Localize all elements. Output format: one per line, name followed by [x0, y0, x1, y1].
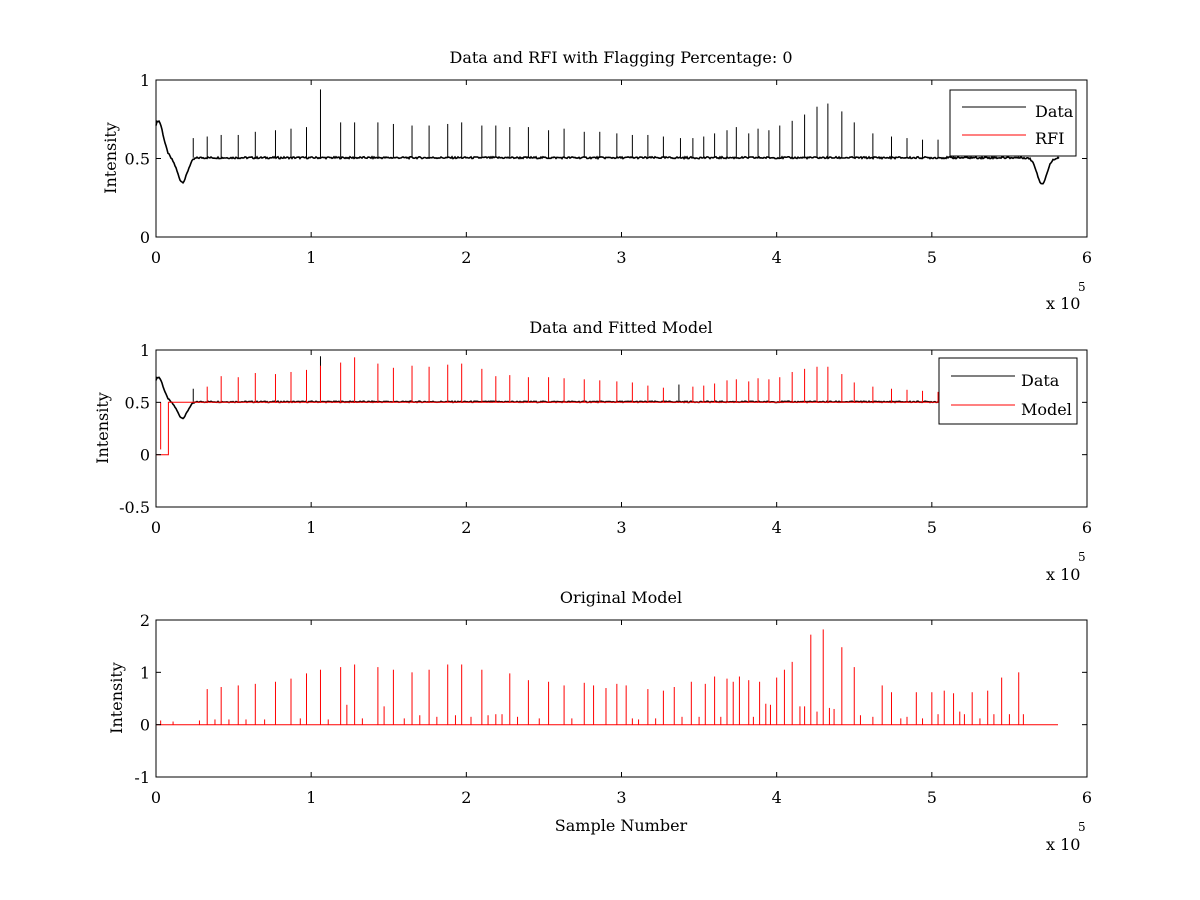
x-tick-label: 2	[461, 248, 471, 267]
x-tick-label: 4	[772, 788, 782, 807]
chart-title: Data and RFI with Flagging Percentage: 0	[449, 48, 792, 67]
x-tick-label: 2	[461, 788, 471, 807]
legend: Data Model	[938, 357, 1078, 425]
y-axis-label: Intensity	[101, 122, 120, 194]
y-tick-label: 1	[140, 71, 150, 90]
chart-title: Data and Fitted Model	[529, 318, 712, 337]
y-tick-label: 1	[140, 663, 150, 682]
x-tick-label: 3	[616, 248, 626, 267]
series-layer	[156, 629, 1058, 726]
legend-box	[938, 357, 1078, 425]
x-tick-label: 0	[151, 518, 161, 537]
y-tick-label: 0.5	[125, 393, 150, 412]
y-tick-label: 0	[140, 446, 150, 465]
x-tick-label: 1	[306, 788, 316, 807]
x-axis-label: Sample Number	[555, 816, 688, 835]
x-exponent-base: x 10	[1046, 294, 1080, 313]
tick-layer: 0 1 2 3 4 5 6-0.500.51	[119, 341, 1092, 537]
x-tick-label: 4	[772, 248, 782, 267]
x-exponent-power: 5	[1078, 280, 1086, 294]
y-tick-label: 0	[140, 228, 150, 247]
x-tick-label: 1	[306, 518, 316, 537]
legend-label-data: Data	[1035, 102, 1074, 121]
y-tick-label: 0.5	[125, 150, 150, 169]
y-tick-label: -1	[134, 768, 150, 787]
x-tick-label: 1	[306, 248, 316, 267]
x-tick-label: 6	[1082, 248, 1092, 267]
y-tick-label: 2	[140, 611, 150, 630]
x-tick-label: 4	[772, 518, 782, 537]
series-layer	[155, 89, 1060, 185]
chart-title: Original Model	[560, 588, 682, 607]
axes-box	[155, 619, 1088, 778]
y-axis-label: Intensity	[107, 662, 126, 734]
x-exponent-power: 5	[1078, 820, 1086, 834]
x-exponent-base: x 10	[1046, 835, 1080, 854]
y-axis-label: Intensity	[93, 392, 112, 464]
series-data-trace	[155, 376, 940, 420]
series-layer	[155, 356, 1059, 456]
tick-layer: 0 1 2 3 4 5 6 0 0.5 1	[125, 71, 1093, 267]
series-data-trace	[155, 119, 1060, 185]
legend-label-model: Model	[1021, 400, 1072, 419]
legend-label-rfi: RFI	[1035, 129, 1064, 148]
x-tick-label: 5	[927, 518, 937, 537]
legend: Data RFI	[949, 89, 1077, 157]
x-tick-label: 3	[616, 518, 626, 537]
x-tick-label: 5	[927, 788, 937, 807]
legend-box	[949, 89, 1077, 157]
legend-label-data: Data	[1021, 371, 1060, 390]
x-exponent-power: 5	[1078, 550, 1086, 564]
series-model-trace	[156, 401, 1059, 456]
x-tick-label: 5	[927, 248, 937, 267]
panel-data-and-rfi: Data and RFI with Flagging Percentage: 0…	[101, 48, 1092, 313]
x-exponent-base: x 10	[1046, 565, 1080, 584]
y-tick-label: 1	[140, 341, 150, 360]
y-tick-label: 0	[140, 716, 150, 735]
x-tick-label: 3	[616, 788, 626, 807]
x-tick-label: 0	[151, 788, 161, 807]
x-tick-label: 6	[1082, 518, 1092, 537]
y-tick-label: -0.5	[119, 498, 150, 517]
x-tick-label: 0	[151, 248, 161, 267]
panel-data-and-fitted-model: Data and Fitted Model 0 1 2 3 4 5 6-0.500.51 I…	[93, 318, 1092, 584]
x-tick-label: 6	[1082, 788, 1092, 807]
x-tick-label: 2	[461, 518, 471, 537]
